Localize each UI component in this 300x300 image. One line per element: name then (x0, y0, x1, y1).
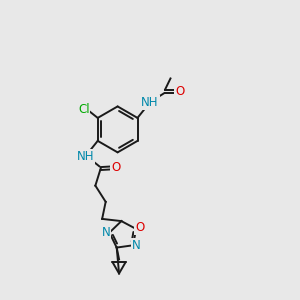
Text: Cl: Cl (78, 103, 89, 116)
Text: NH: NH (76, 150, 94, 163)
Text: NH: NH (141, 96, 159, 109)
Text: N: N (132, 239, 141, 252)
Text: O: O (135, 221, 144, 234)
Text: N: N (101, 226, 110, 239)
Text: O: O (111, 161, 121, 175)
Text: O: O (175, 85, 184, 98)
